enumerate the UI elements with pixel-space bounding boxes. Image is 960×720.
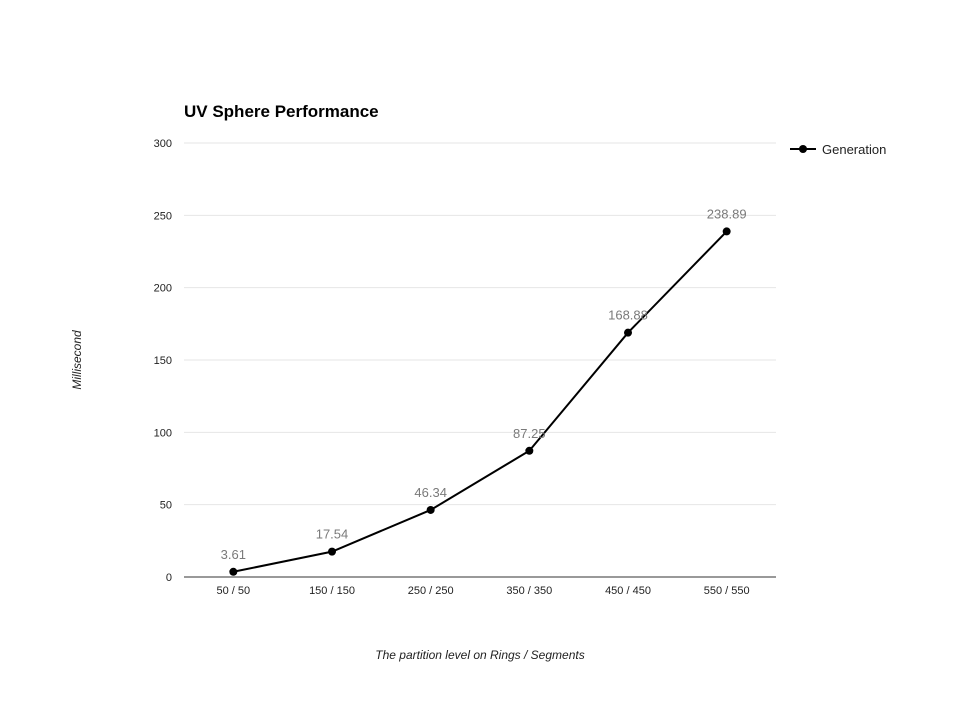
x-tick-label: 350 / 350	[506, 585, 552, 597]
chart-title: UV Sphere Performance	[184, 102, 379, 121]
y-tick-label: 0	[166, 572, 172, 584]
gridlines	[184, 142, 776, 506]
data-label: 17.54	[316, 527, 349, 542]
y-axis-title: Millisecond	[70, 330, 84, 390]
series-generation	[229, 227, 731, 576]
data-label: 168.88	[608, 308, 648, 323]
data-point	[229, 567, 238, 576]
y-axis-ticks: 0 50 100 150 200 250 300	[154, 138, 172, 584]
x-tick-label: 50 / 50	[217, 585, 251, 597]
data-point	[722, 227, 731, 236]
data-point	[624, 328, 632, 337]
y-tick-label: 50	[160, 500, 172, 512]
y-tick-label: 100	[154, 427, 172, 439]
y-tick-label: 200	[154, 283, 172, 295]
x-axis-title: The partition level on Rings / Segments	[375, 648, 584, 662]
data-label: 3.61	[221, 547, 246, 562]
x-tick-label: 450 / 450	[605, 585, 651, 597]
x-tick-label: 150 / 150	[309, 585, 355, 597]
legend-marker	[799, 145, 807, 153]
series-line	[233, 230, 728, 573]
x-tick-label: 550 / 550	[704, 585, 750, 597]
legend: Generation	[790, 142, 886, 157]
data-point	[426, 505, 435, 514]
data-label: 87.25	[513, 426, 546, 441]
legend-label-generation: Generation	[822, 142, 886, 157]
data-labels: 3.61 17.54 46.34 87.25 168.88 238.89	[221, 206, 747, 561]
data-point	[328, 547, 336, 556]
y-tick-label: 150	[154, 355, 172, 367]
x-axis-ticks: 50 / 50 150 / 150 250 / 250 350 / 350 450 / …	[217, 585, 750, 597]
data-label: 238.89	[707, 206, 747, 221]
x-tick-label: 250 / 250	[408, 585, 454, 597]
y-tick-label: 300	[154, 138, 172, 150]
data-point	[525, 446, 534, 455]
y-tick-label: 250	[154, 210, 172, 222]
data-label: 46.34	[414, 485, 447, 500]
